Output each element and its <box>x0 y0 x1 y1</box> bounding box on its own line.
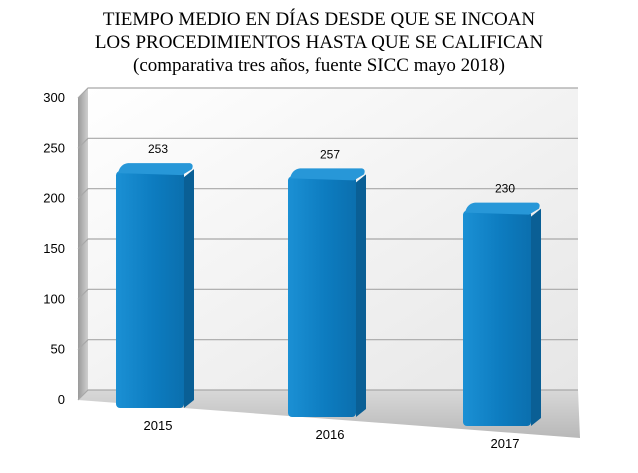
bar-2015 <box>116 163 194 408</box>
y-tick-label: 150 <box>43 241 65 256</box>
x-axis-categories: 2015 2016 2017 <box>144 418 520 451</box>
bar-2017 <box>463 202 541 426</box>
bar-side-face <box>531 208 541 426</box>
y-tick-label: 100 <box>43 291 65 306</box>
data-label: 257 <box>320 147 340 161</box>
bar-front-face <box>116 171 184 408</box>
y-tick-label: 300 <box>43 90 65 105</box>
grid-line <box>77 339 578 351</box>
bar-front-face <box>463 210 531 426</box>
y-tick-label: 0 <box>58 392 65 407</box>
bar-side-face <box>356 174 366 417</box>
grid-line <box>77 137 578 149</box>
grid-line <box>77 389 578 401</box>
x-category-label: 2016 <box>316 427 345 442</box>
x-category-label: 2015 <box>144 418 173 433</box>
bar-side-face <box>184 169 194 408</box>
y-tick-label: 50 <box>51 342 65 357</box>
x-category-label: 2017 <box>491 436 520 451</box>
grid-line <box>77 238 578 250</box>
grid-line <box>77 87 578 99</box>
grid-lines <box>77 87 578 401</box>
y-tick-label: 200 <box>43 191 65 206</box>
y-tick-label: 250 <box>43 140 65 155</box>
data-label: 253 <box>148 142 168 156</box>
bar-front-face <box>288 176 356 417</box>
bars: 253 257 230 <box>116 142 541 426</box>
chart-subtitle: (comparativa tres años, fuente SICC mayo… <box>133 55 505 76</box>
grid-line <box>77 288 578 300</box>
chart-title: TIEMPO MEDIO EN DÍAS DESDE QUE SE INCOAN <box>102 9 536 30</box>
data-label: 230 <box>495 182 515 196</box>
bar-2016 <box>288 168 366 417</box>
grid-line <box>77 188 578 200</box>
y-axis-ticks: 0 50 100 150 200 250 300 <box>43 90 65 407</box>
chart-title-line2: LOS PROCEDIMIENTOS HASTA QUE SE CALIFICA… <box>94 32 544 53</box>
chart-title-block: TIEMPO MEDIO EN DÍAS DESDE QUE SE INCOAN… <box>0 8 638 77</box>
bar-top-face <box>290 168 365 181</box>
bar-top-face <box>465 202 540 215</box>
bar-top-face <box>118 163 193 176</box>
